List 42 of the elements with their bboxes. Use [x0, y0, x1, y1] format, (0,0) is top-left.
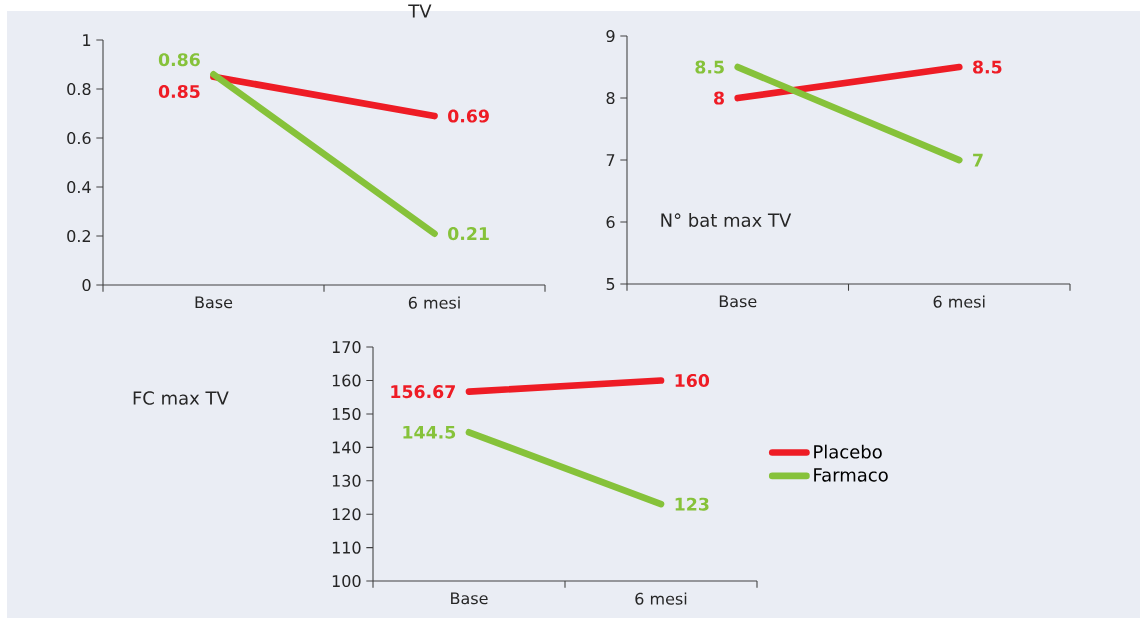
y-tick-label: 0.6 — [67, 131, 91, 145]
y-tick-label: 5 — [606, 278, 615, 290]
data-label: 8.5 — [973, 60, 1002, 74]
text: FC max TV — [133, 391, 229, 405]
y-tick-label: 170 — [332, 340, 361, 354]
y-tick-label: 9 — [606, 29, 615, 43]
y-tick-label: 7 — [606, 154, 615, 166]
y-tick-label: 120 — [332, 508, 361, 521]
x-tick-label: 6 mesi — [635, 592, 687, 605]
y-tick-label: 0 — [82, 278, 91, 292]
data-label: 0.21 — [448, 227, 489, 241]
x-tick-label: Base — [195, 296, 233, 309]
y-tick-label: 0.4 — [67, 180, 91, 194]
data-label: 144.5 — [403, 425, 456, 439]
data-label: 7 — [973, 153, 983, 167]
y-tick-label: 130 — [332, 474, 361, 487]
x-tick-label: 6 mesi — [933, 295, 985, 308]
text: N° bat max TV — [661, 213, 792, 227]
y-tick-label: 110 — [332, 541, 361, 554]
data-label: 156.67 — [391, 385, 455, 399]
data-label: 0.86 — [158, 53, 200, 67]
data-label: 8.5 — [695, 60, 724, 74]
data-label: 160 — [675, 373, 710, 388]
data-label: 0.85 — [158, 84, 200, 99]
chart-title: TV — [408, 4, 432, 18]
data-label: 0.69 — [448, 109, 489, 123]
y-tick-label: 6 — [606, 215, 615, 229]
data-label: 8 — [714, 91, 724, 105]
y-tick-label: 100 — [332, 574, 361, 588]
x-tick-label: Base — [451, 592, 488, 605]
y-tick-label: 8 — [606, 91, 615, 105]
legend-label: Placebo — [814, 444, 882, 459]
y-tick-label: 0.8 — [67, 82, 91, 96]
y-tick-label: 0.2 — [67, 229, 91, 243]
y-tick-label: 1 — [83, 34, 91, 46]
x-tick-label: Base — [719, 295, 757, 308]
data-label: 123 — [675, 497, 709, 511]
x-tick-label: 6 mesi — [408, 296, 460, 309]
y-tick-label: 150 — [332, 407, 361, 420]
y-tick-label: 140 — [332, 441, 361, 454]
legend-label: Farmaco — [814, 468, 888, 482]
y-tick-label: 160 — [332, 374, 361, 387]
